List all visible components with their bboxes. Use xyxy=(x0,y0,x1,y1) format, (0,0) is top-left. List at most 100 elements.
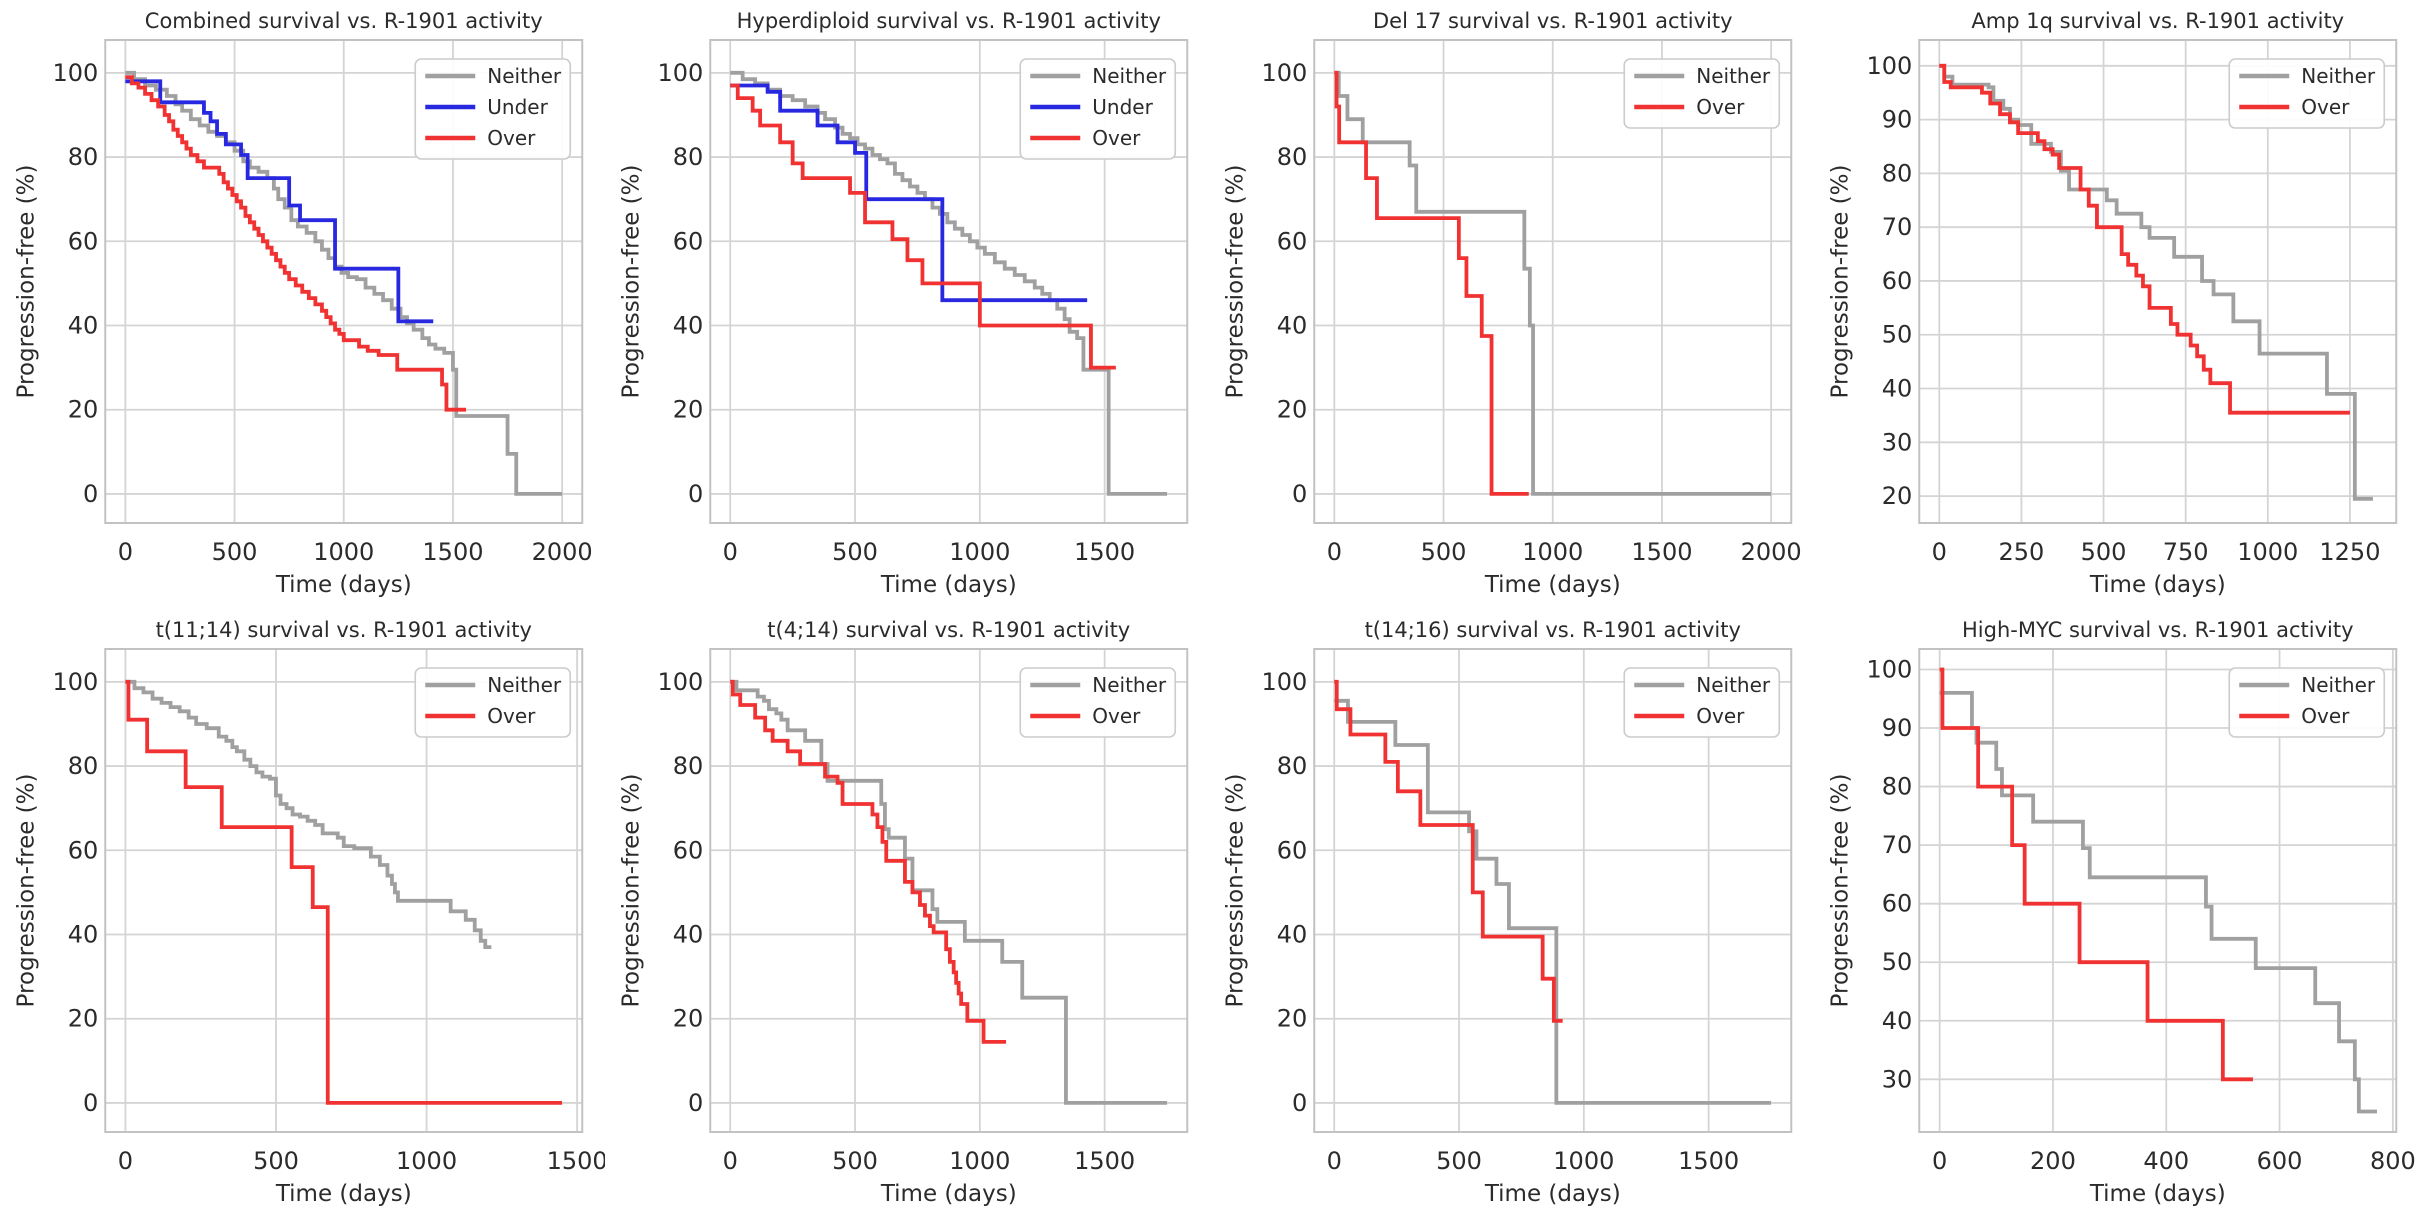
x-tick-label: 0 xyxy=(118,1147,133,1175)
legend: Neither Over xyxy=(2227,667,2385,738)
x-axis-label: Time (days) xyxy=(2088,1181,2225,1207)
gridlines xyxy=(1918,40,2396,523)
x-axis-label: Time (days) xyxy=(1484,572,1621,598)
subplot-hyperdiploid: Hyperdiploid survival vs. R-1901 activit… xyxy=(604,0,1209,609)
x-tick-label: 400 xyxy=(2143,1147,2189,1175)
y-axis-label: Progression-free (%) xyxy=(13,774,39,1008)
legend-label-over: Over xyxy=(1092,126,1141,150)
series-line-over xyxy=(125,679,563,1105)
y-tick-label: 60 xyxy=(1881,890,1912,918)
y-tick-label: 80 xyxy=(1881,159,1912,187)
x-tick-label: 500 xyxy=(832,1147,878,1175)
x-tick-label: 500 xyxy=(1421,538,1467,566)
y-tick-label: 60 xyxy=(672,227,703,255)
y-tick-label: 100 xyxy=(52,59,98,87)
chart-title: Hyperdiploid survival vs. R-1901 activit… xyxy=(736,9,1160,33)
chart-title: Combined survival vs. R-1901 activity xyxy=(145,9,543,33)
y-axis-label: Progression-free (%) xyxy=(1827,165,1853,399)
legend-label-neither: Neither xyxy=(2301,673,2376,697)
legend-label-over: Over xyxy=(1696,95,1745,119)
y-axis-label: Progression-free (%) xyxy=(1222,165,1248,399)
y-tick-label: 30 xyxy=(1881,428,1912,456)
x-tick-labels: 0 500 1000 1500 xyxy=(722,538,1135,566)
x-tick-label: 500 xyxy=(2080,538,2126,566)
axes-spines xyxy=(104,648,584,1133)
series-line-neither xyxy=(125,679,492,949)
y-tick-label: 40 xyxy=(68,921,99,949)
series-line-over xyxy=(125,75,467,412)
subplot-t4-14: t(4;14) survival vs. R-1901 activity Time… xyxy=(604,609,1209,1218)
series-line-over xyxy=(729,83,1116,370)
y-axis-label: Progression-free (%) xyxy=(618,165,644,399)
y-tick-label: 0 xyxy=(687,1089,702,1117)
y-tick-label: 40 xyxy=(1881,375,1912,403)
x-tick-labels: 0 500 1000 1500 xyxy=(1327,1147,1740,1175)
y-tick-labels: 0 20 40 60 80 100 xyxy=(52,668,98,1117)
y-tick-label: 20 xyxy=(1277,1005,1308,1033)
y-tick-labels: 0 20 40 60 80 100 xyxy=(52,59,98,508)
series-line-neither xyxy=(125,70,563,496)
y-tick-label: 100 xyxy=(657,59,703,87)
legend: Neither Over xyxy=(2227,58,2385,129)
x-tick-label: 1500 xyxy=(1074,538,1135,566)
legend-label-neither: Neither xyxy=(1696,64,1771,88)
series-line-over xyxy=(729,679,1006,1044)
x-tick-label: 0 xyxy=(1327,1147,1342,1175)
x-tick-label: 1000 xyxy=(313,538,374,566)
series-line-under xyxy=(729,83,1087,303)
series-line-neither xyxy=(729,679,1167,1105)
series-line-neither xyxy=(1334,70,1772,496)
y-tick-label: 0 xyxy=(687,480,702,508)
legend-label-over: Over xyxy=(487,126,536,150)
y-tick-label: 50 xyxy=(1881,948,1912,976)
series-line-over xyxy=(1334,679,1563,1023)
y-tick-label: 80 xyxy=(672,143,703,171)
x-tick-label: 800 xyxy=(2369,1147,2415,1175)
legend: Neither Under Over xyxy=(414,58,572,160)
legend-label-over: Over xyxy=(1696,704,1745,728)
x-tick-label: 1000 xyxy=(396,1147,457,1175)
x-tick-label: 500 xyxy=(832,538,878,566)
x-axis-label: Time (days) xyxy=(879,572,1016,598)
legend-box xyxy=(1018,58,1176,160)
chart-title: Del 17 survival vs. R-1901 activity xyxy=(1373,9,1733,33)
y-tick-label: 70 xyxy=(1881,831,1912,859)
y-tick-label: 40 xyxy=(1277,921,1308,949)
x-tick-label: 0 xyxy=(1932,1147,1947,1175)
y-axis-label: Progression-free (%) xyxy=(1222,774,1248,1008)
y-tick-labels: 0 20 40 60 80 100 xyxy=(657,668,703,1117)
y-tick-label: 40 xyxy=(672,921,703,949)
x-tick-label: 1500 xyxy=(547,1147,605,1175)
x-axis-label: Time (days) xyxy=(275,1181,412,1207)
y-tick-label: 80 xyxy=(68,752,99,780)
x-tick-labels: 0 250 500 750 1000 1250 xyxy=(1931,538,2380,566)
x-tick-label: 1250 xyxy=(2319,538,2380,566)
y-tick-label: 90 xyxy=(1881,714,1912,742)
chart-title: High-MYC survival vs. R-1901 activity xyxy=(1962,618,2354,642)
x-tick-label: 750 xyxy=(2162,538,2208,566)
x-tick-label: 500 xyxy=(212,538,258,566)
y-tick-label: 20 xyxy=(68,396,99,424)
y-tick-label: 60 xyxy=(1881,267,1912,295)
y-tick-label: 0 xyxy=(1292,1089,1307,1117)
y-tick-label: 100 xyxy=(52,668,98,696)
x-tick-label: 0 xyxy=(1931,538,1946,566)
y-tick-label: 30 xyxy=(1881,1065,1912,1093)
x-tick-label: 1000 xyxy=(1553,1147,1614,1175)
y-tick-label: 0 xyxy=(83,480,98,508)
x-axis-label: Time (days) xyxy=(1484,1181,1621,1207)
y-tick-label: 20 xyxy=(672,1005,703,1033)
x-tick-labels: 0 500 1000 1500 xyxy=(118,1147,605,1175)
legend-label-neither: Neither xyxy=(2301,64,2376,88)
x-axis-label: Time (days) xyxy=(275,572,412,598)
y-tick-labels: 20 30 40 50 60 70 80 90 100 xyxy=(1866,52,1912,510)
y-tick-label: 70 xyxy=(1881,213,1912,241)
legend: Neither Over xyxy=(414,667,572,738)
legend-box xyxy=(414,58,572,160)
y-tick-label: 40 xyxy=(1277,312,1308,340)
subplot-high-myc: High-MYC survival vs. R-1901 activity Tim… xyxy=(1813,609,2418,1218)
y-tick-label: 40 xyxy=(672,312,703,340)
series-line-over xyxy=(1938,63,2350,415)
subplot-del17: Del 17 survival vs. R-1901 activity Time … xyxy=(1209,0,1814,609)
